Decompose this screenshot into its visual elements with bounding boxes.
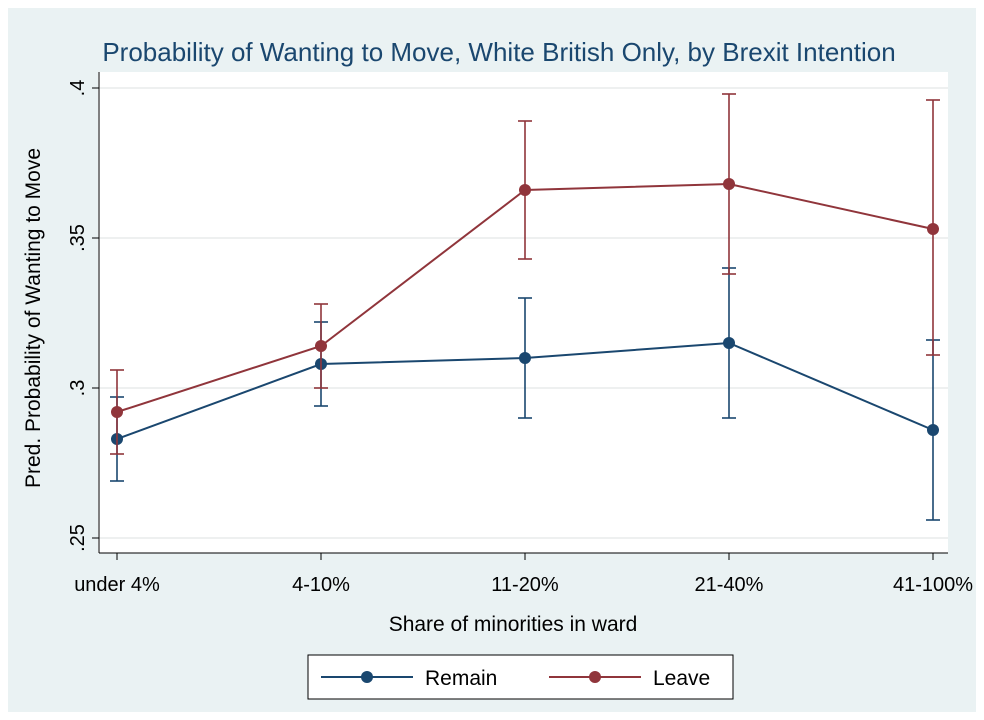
x-tick-label-3: 21-40% — [695, 574, 764, 596]
marker-remain-2 — [519, 352, 531, 364]
x-axis-title: Share of minorities in ward — [389, 613, 638, 636]
marker-leave-2 — [519, 184, 531, 196]
chart-title: Probability of Wanting to Move, White Br… — [102, 37, 895, 67]
legend-label-remain: Remain — [425, 667, 497, 690]
y-tick-label-1: .3 — [67, 380, 89, 397]
axes: .25 .3 .35 .4 under 4% 4-10% 11-20% 21-40% 41-10… — [67, 72, 973, 596]
y-tick-label-3: .4 — [67, 80, 89, 97]
marker-remain-3 — [723, 337, 735, 349]
legend-marker-remain — [361, 671, 373, 683]
y-axis-title: Pred. Probability of Wanting to Move — [22, 148, 45, 488]
legend-label-leave: Leave — [653, 667, 710, 690]
x-tick-label-0: under 4% — [74, 574, 160, 596]
legend-marker-leave — [589, 671, 601, 683]
legend: Remain Leave — [307, 654, 734, 700]
plot-area — [98, 72, 948, 553]
marker-leave-4 — [927, 223, 939, 235]
gridlines — [99, 87, 948, 539]
marker-leave-3 — [723, 178, 735, 190]
x-tick-label-1: 4-10% — [292, 574, 350, 596]
y-tick-label-2: .35 — [67, 224, 89, 252]
y-tick-label-0: .25 — [67, 524, 89, 552]
series-leave — [110, 93, 940, 455]
x-tick-label-2: 11-20% — [491, 574, 559, 596]
marker-leave-0 — [111, 406, 123, 418]
x-tick-label-4: 41-100% — [893, 574, 973, 596]
marker-remain-4 — [927, 424, 939, 436]
data-series — [110, 93, 940, 521]
marker-leave-1 — [315, 340, 327, 352]
